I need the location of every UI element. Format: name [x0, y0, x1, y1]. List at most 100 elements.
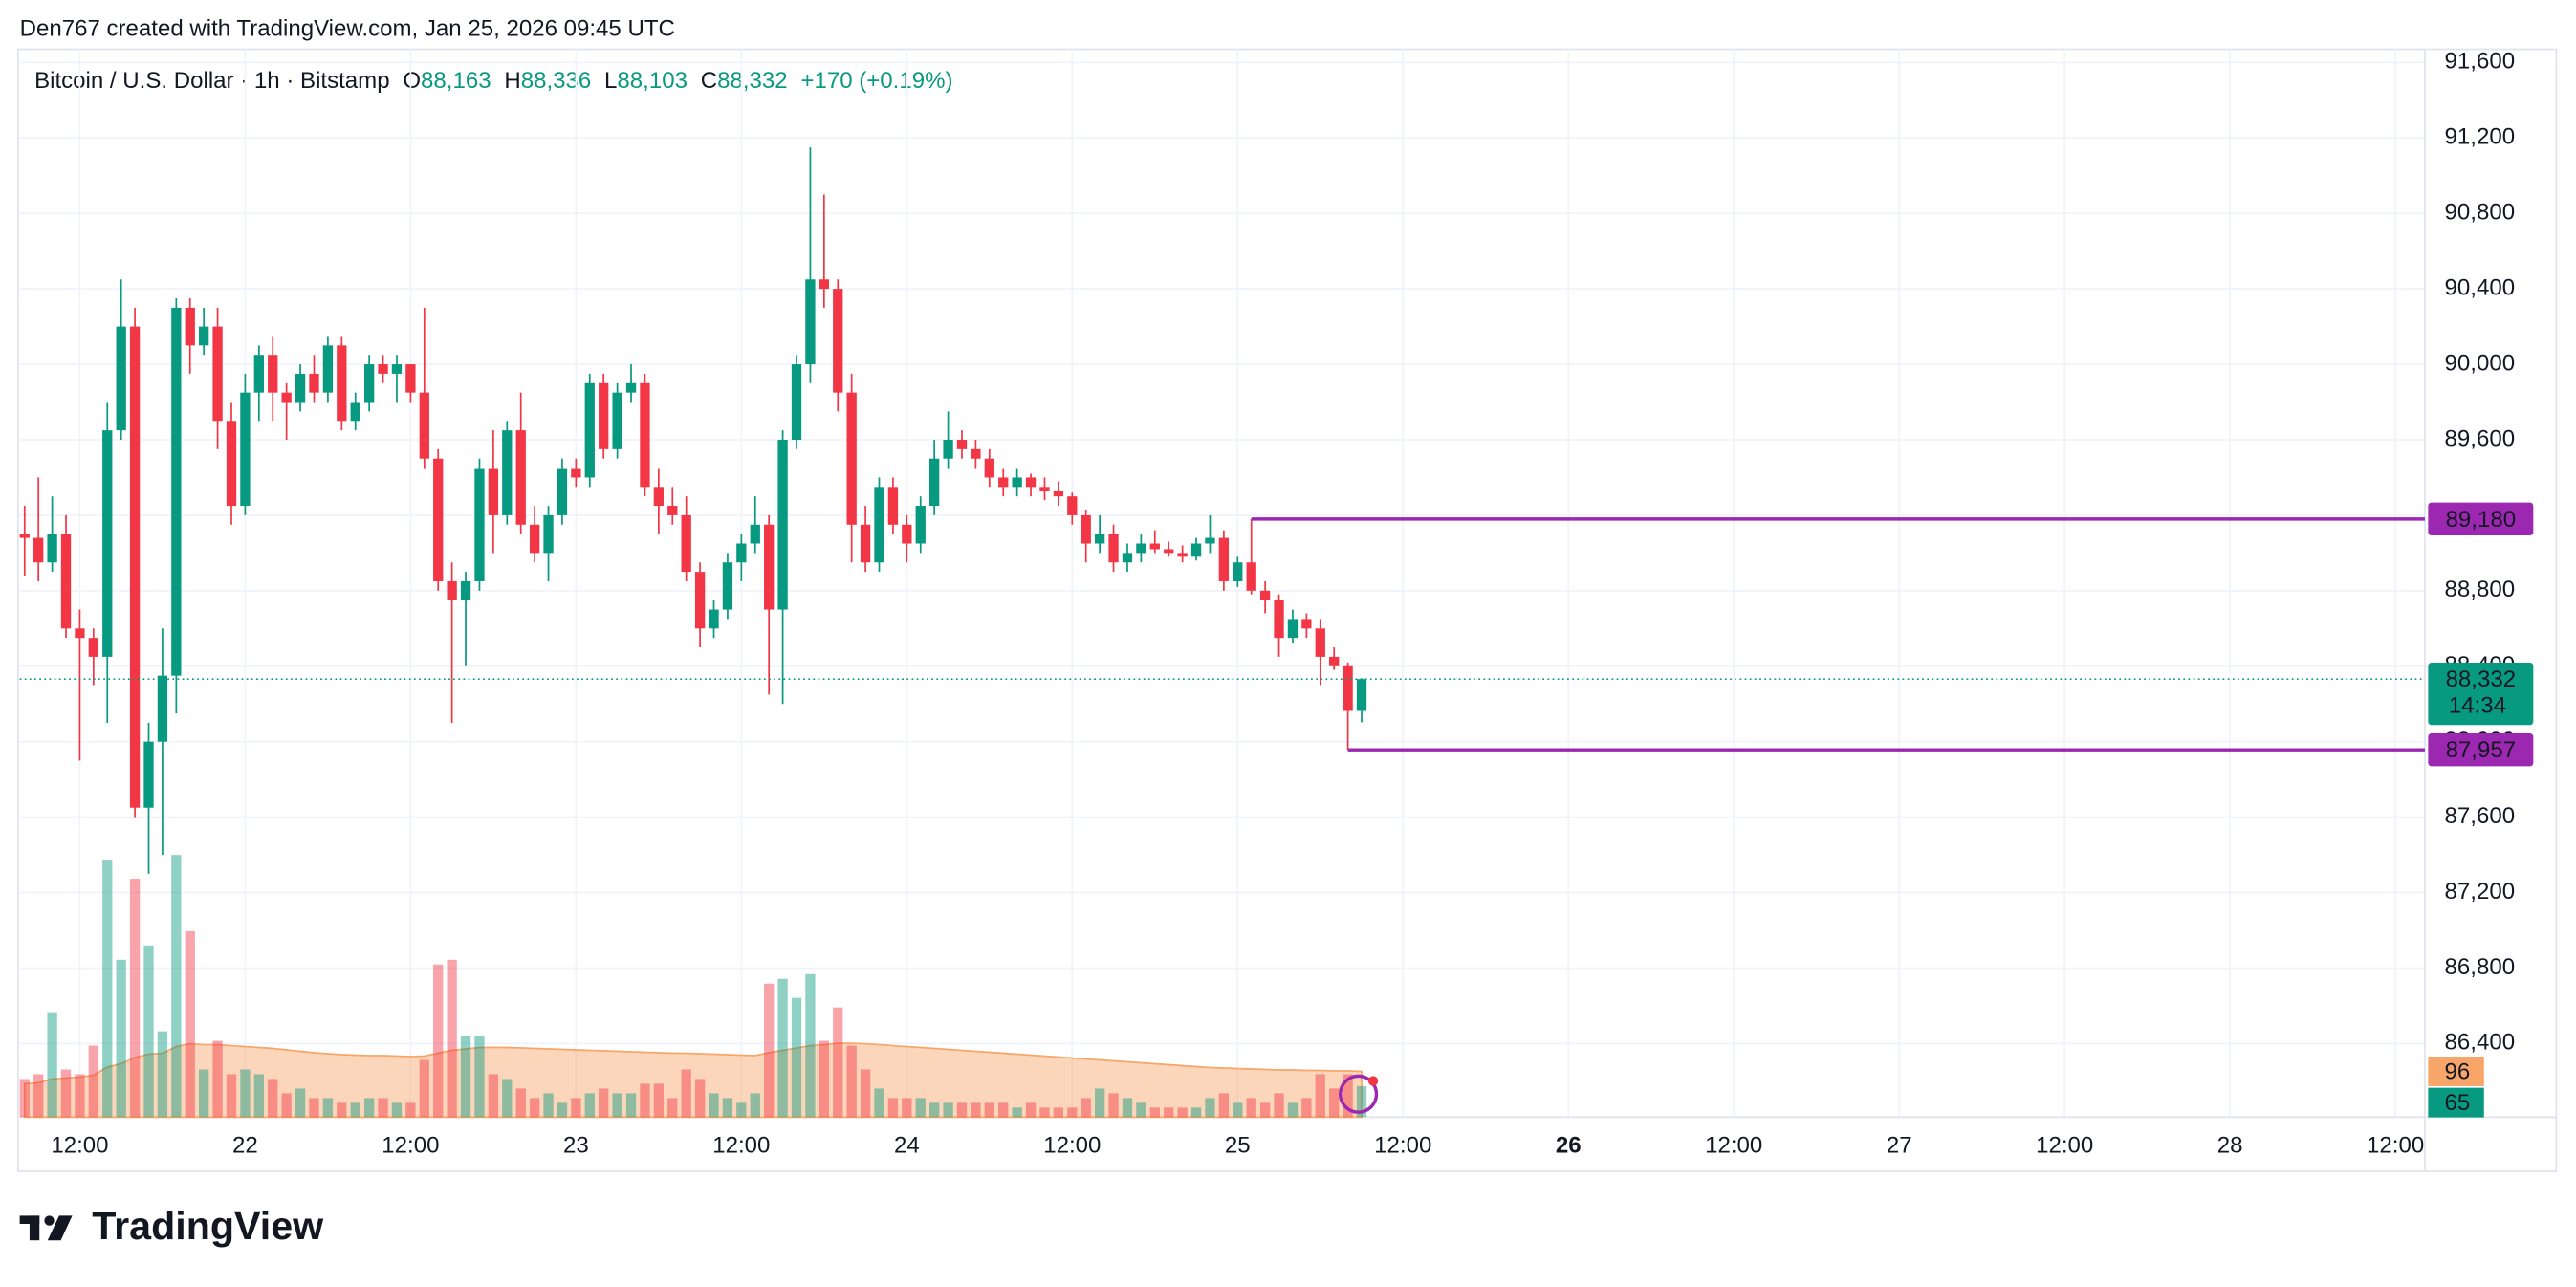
volume-bar — [157, 1031, 168, 1118]
y-tick-label: 87,200 — [2445, 879, 2516, 905]
volume-bar — [19, 1079, 30, 1118]
candle-body — [19, 534, 30, 538]
candle-body — [1164, 549, 1174, 554]
volume-bar — [1177, 1107, 1188, 1118]
candle-body — [584, 382, 595, 478]
volume-bar — [1343, 1074, 1353, 1118]
candle-body — [1122, 553, 1133, 563]
volume-bar — [1329, 1088, 1340, 1118]
volume-ma-box — [2428, 1057, 2484, 1086]
candle-body — [860, 524, 871, 563]
change: +170 (+0.19%) — [800, 68, 952, 94]
candle-body — [1259, 590, 1271, 600]
candle-body — [281, 392, 292, 403]
volume-bar — [709, 1093, 719, 1118]
volume-bar — [1081, 1098, 1091, 1118]
candle-body — [1067, 496, 1078, 515]
volume-bar — [653, 1083, 665, 1118]
volume-bar — [956, 1102, 968, 1118]
candle-body — [736, 543, 747, 563]
ohlc-label: C — [701, 68, 717, 94]
candle-body — [337, 345, 347, 422]
candle-body — [226, 421, 237, 507]
last-price-label: 88,332 — [2446, 666, 2517, 692]
candle-body — [1287, 619, 1299, 639]
volume-bar — [640, 1083, 650, 1118]
candle-body — [240, 392, 251, 507]
volume-bar — [764, 983, 775, 1118]
volume-bar — [599, 1088, 609, 1118]
volume-bar — [350, 1102, 360, 1118]
candle-body — [1274, 600, 1284, 639]
volume-ma-area — [23, 1042, 1363, 1119]
volume-bar — [405, 1102, 416, 1118]
volume-bar — [419, 1059, 429, 1118]
level-label-box — [2428, 732, 2534, 767]
volume-bar — [337, 1102, 347, 1118]
x-tick-label: 12:00 — [1374, 1133, 1431, 1159]
x-tick-label: 12:00 — [382, 1133, 439, 1159]
candle-body — [1136, 543, 1146, 554]
candle-body — [1356, 679, 1367, 711]
volume-bar — [1122, 1098, 1133, 1118]
volume-bar — [612, 1093, 622, 1118]
volume-bar — [1164, 1107, 1174, 1118]
candle-body — [915, 506, 926, 544]
volume-bar — [226, 1074, 237, 1118]
candle-body — [971, 448, 981, 459]
volume-bar — [667, 1098, 678, 1118]
volume-bar — [322, 1098, 334, 1118]
candle-body — [1218, 537, 1230, 581]
candle-body — [171, 307, 182, 676]
candle-body — [419, 392, 429, 459]
level-label: 87,957 — [2446, 737, 2517, 763]
candle-body — [60, 534, 72, 629]
volume-bar — [902, 1098, 912, 1118]
volume-bar — [777, 978, 788, 1118]
volume-bar — [998, 1102, 1009, 1118]
candle-body — [1053, 491, 1064, 497]
volume-bar — [984, 1102, 994, 1118]
volume-bar — [557, 1102, 568, 1118]
volume-bar — [1108, 1093, 1119, 1118]
volume-bar — [378, 1098, 388, 1118]
candle-body — [902, 524, 912, 544]
volume-bar — [171, 855, 182, 1118]
volume-bar — [1205, 1098, 1215, 1118]
candle-body — [253, 355, 264, 393]
candle-body — [88, 638, 99, 657]
symbol-line: Bitcoin / U.S. Dollar · 1h · Bitstamp O88… — [34, 68, 952, 94]
candle-body — [33, 537, 44, 563]
volume-bar — [887, 1098, 899, 1118]
x-tick-label: 12:00 — [2036, 1133, 2093, 1159]
candle-body — [474, 468, 485, 581]
candle-body — [625, 382, 637, 393]
candle-body — [488, 468, 499, 515]
volume-bar — [515, 1088, 526, 1118]
candle-body — [268, 355, 278, 393]
x-tick-label: 25 — [1225, 1133, 1251, 1159]
candle-body — [833, 289, 843, 393]
candle-body — [185, 307, 195, 346]
candle-body — [199, 326, 209, 346]
candle-body — [102, 430, 113, 657]
attribution: Den767 created with TradingView.com, Jan… — [20, 15, 675, 41]
volume-bar — [1190, 1107, 1202, 1118]
volume-bar — [529, 1098, 540, 1118]
volume-bar — [460, 1036, 471, 1118]
volume-bar — [874, 1088, 884, 1118]
volume-bar — [102, 860, 113, 1118]
candle-body — [667, 506, 678, 515]
ohlc-value: 88,336 — [521, 68, 592, 94]
x-tick-label: 12:00 — [51, 1133, 108, 1159]
y-tick-label: 91,600 — [2445, 49, 2516, 75]
candle-body — [1329, 656, 1340, 666]
y-tick-label: 87,600 — [2445, 803, 2516, 829]
volume-bar — [1218, 1093, 1230, 1118]
volume-bar — [1246, 1098, 1256, 1118]
level-label: 89,180 — [2446, 507, 2517, 533]
candle-body — [722, 562, 733, 610]
